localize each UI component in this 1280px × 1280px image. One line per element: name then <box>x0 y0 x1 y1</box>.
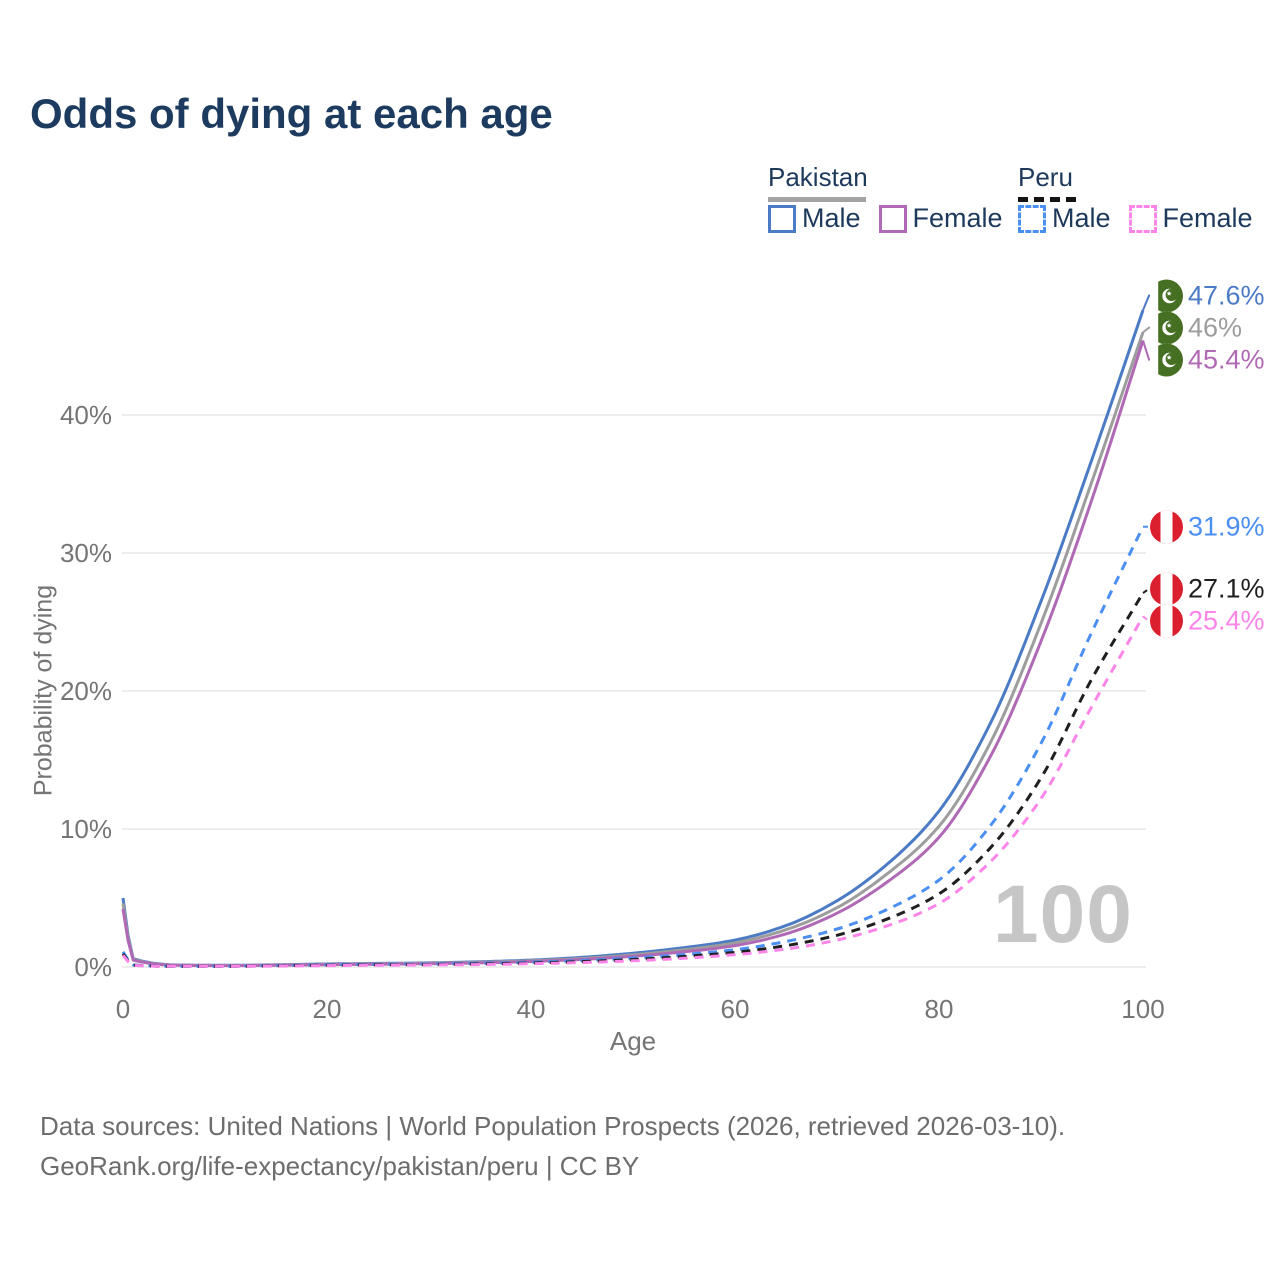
peru-flag-icon <box>1150 604 1183 638</box>
x-axis-title: Age <box>609 1026 657 1056</box>
svg-text:20: 20 <box>313 994 342 1024</box>
end-label-value: 45.4% <box>1188 344 1265 375</box>
footer: Data sources: United Nations | World Pop… <box>40 1106 1065 1186</box>
end-label-pakistan-male: 47.6% <box>1150 279 1265 313</box>
end-label-value: 25.4% <box>1188 605 1265 636</box>
svg-text:40: 40 <box>517 994 546 1024</box>
legend-items-peru: Male Female <box>1018 203 1271 234</box>
pakistan-flag-icon <box>1150 311 1183 345</box>
svg-text:80: 80 <box>925 994 954 1024</box>
peru-flag-icon <box>1150 572 1183 606</box>
legend-country-pakistan[interactable]: Pakistan <box>768 162 868 192</box>
legend-label-pakistan-male[interactable]: Male <box>802 203 861 233</box>
svg-text:60: 60 <box>721 994 750 1024</box>
svg-text:30%: 30% <box>60 538 112 568</box>
pakistan-flag-icon <box>1150 343 1183 377</box>
pakistan-male-swatch-icon[interactable] <box>768 204 796 233</box>
legend-items-pakistan: Male Female <box>768 203 1021 234</box>
y-axis-title: Probability of dying <box>29 584 58 797</box>
pakistan-solid-line-swatch <box>768 197 866 202</box>
legend-label-peru-male[interactable]: Male <box>1052 203 1111 233</box>
pakistan-female-swatch-icon[interactable] <box>878 204 907 233</box>
legend-group-peru: Peru <box>1018 162 1076 202</box>
svg-text:40%: 40% <box>60 400 112 430</box>
peru-female-swatch-icon[interactable] <box>1128 204 1157 233</box>
legend-label-peru-female[interactable]: Female <box>1162 203 1253 233</box>
footer-link-line[interactable]: GeoRank.org/life-expectancy/pakistan/per… <box>40 1151 640 1181</box>
svg-text:20%: 20% <box>60 676 112 706</box>
svg-text:10%: 10% <box>60 814 112 844</box>
pakistan-flag-icon <box>1150 279 1183 313</box>
legend-group-pakistan: Pakistan <box>768 162 868 202</box>
end-label-peru-both: 27.1% <box>1150 572 1265 606</box>
end-label-value: 47.6% <box>1188 280 1265 311</box>
end-label-peru-male: 31.9% <box>1150 510 1265 544</box>
svg-text:0: 0 <box>116 994 130 1024</box>
peru-dashed-line-swatch <box>1018 197 1076 202</box>
page-title: Odds of dying at each age <box>30 90 553 137</box>
end-label-value: 27.1% <box>1188 573 1265 604</box>
end-label-value: 31.9% <box>1188 511 1265 542</box>
svg-text:0%: 0% <box>74 952 112 982</box>
peru-male-swatch-icon[interactable] <box>1018 204 1046 233</box>
legend-country-peru[interactable]: Peru <box>1018 162 1073 192</box>
legend-label-pakistan-female[interactable]: Female <box>912 203 1003 233</box>
end-label-pakistan-female: 45.4% <box>1150 343 1265 377</box>
age-counter-watermark: 100 <box>993 869 1133 960</box>
peru-flag-icon <box>1150 510 1183 544</box>
footer-sources-line: Data sources: United Nations | World Pop… <box>40 1111 1066 1141</box>
end-label-peru-female: 25.4% <box>1150 604 1265 638</box>
svg-text:100: 100 <box>1121 994 1164 1024</box>
end-label-value: 46% <box>1188 312 1243 343</box>
end-label-pakistan-both: 46% <box>1150 311 1243 345</box>
